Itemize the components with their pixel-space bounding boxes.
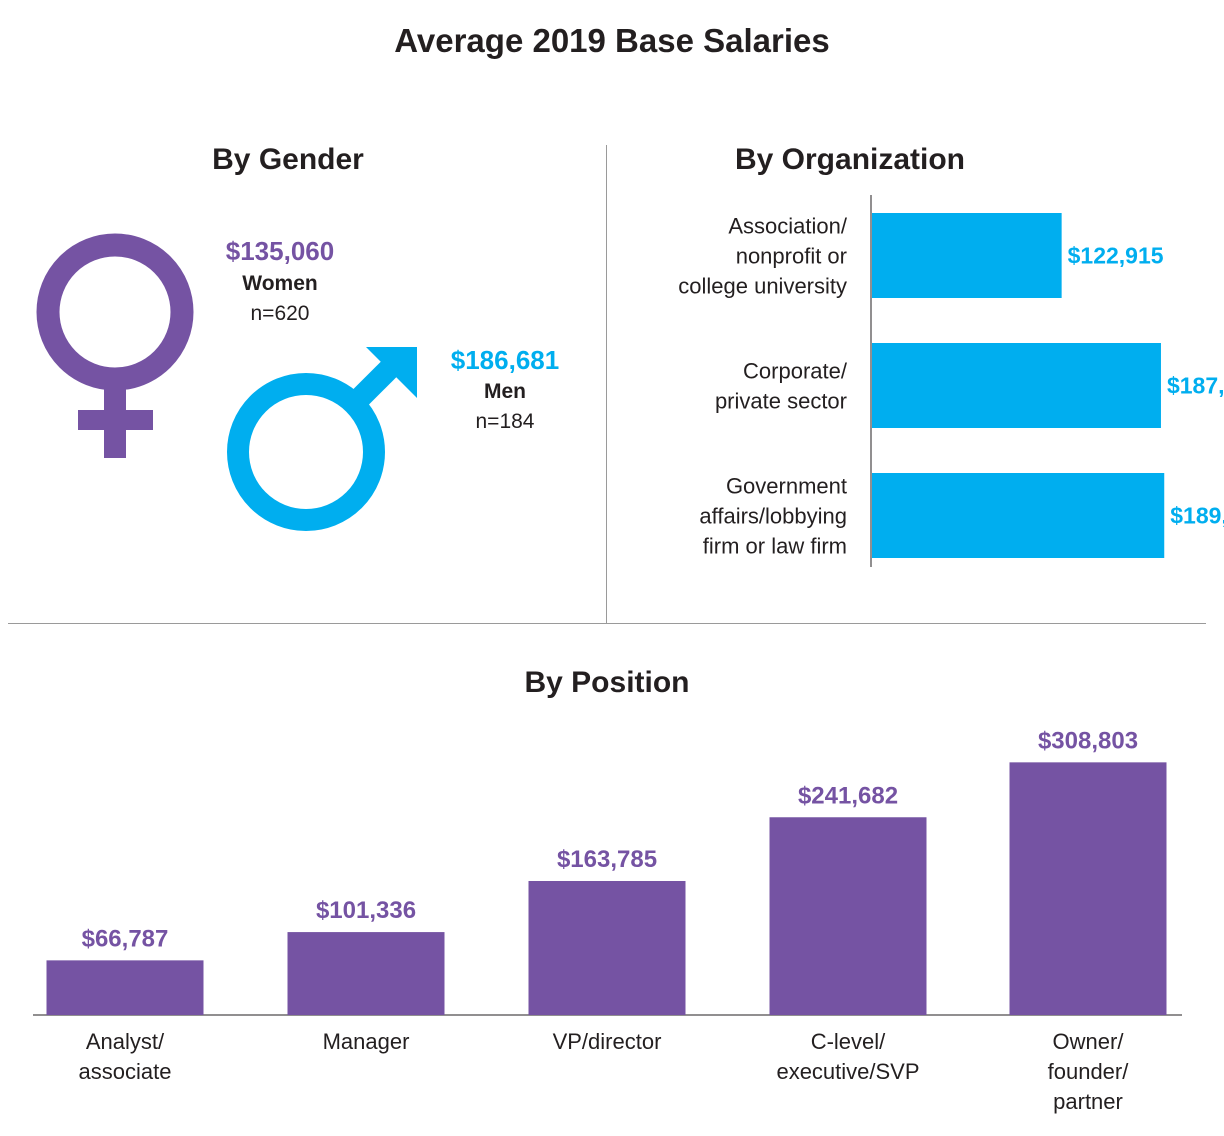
- position-value-label-2: $163,785: [557, 846, 657, 873]
- position-value-label-1: $101,336: [316, 897, 416, 924]
- infographic-title: Average 2019 Base Salaries: [394, 22, 830, 59]
- position-value-label-4: $308,803: [1038, 727, 1138, 754]
- organization-section-title: By Organization: [734, 143, 966, 176]
- gender-section-title: By Gender: [212, 143, 364, 176]
- position-bar-0: [46, 960, 204, 1015]
- female-symbol-icon: [36, 233, 194, 458]
- org-value-label-0: $122,915: [1068, 243, 1164, 269]
- org-category-label-0: Association/nonprofit or college universi…: [678, 214, 848, 299]
- male-symbol-icon: [227, 347, 417, 531]
- org-value-label-2: $189,419: [1170, 503, 1224, 529]
- position-category-label-3: C-level/executive/SVP: [776, 1029, 919, 1084]
- men-sample-size: n=184: [475, 410, 535, 433]
- org-bar-1: [872, 343, 1161, 428]
- position-category-label-0: Analyst/associate: [79, 1029, 172, 1084]
- position-bar-4: [1009, 762, 1167, 1015]
- vertical-divider: [606, 145, 607, 623]
- position-value-label-3: $241,682: [798, 782, 898, 809]
- horizontal-divider: [8, 623, 1206, 624]
- women-sample-size: n=620: [250, 302, 310, 325]
- men-label: Men: [484, 380, 526, 403]
- org-value-label-1: $187,291: [1167, 373, 1224, 399]
- org-bar-0: [872, 213, 1062, 298]
- position-bar-1: [287, 932, 445, 1015]
- men-salary-value: $186,681: [450, 345, 560, 375]
- position-category-label-4: Owner/founder/partner: [1048, 1029, 1130, 1114]
- women-salary-value: $135,060: [225, 236, 335, 266]
- position-section-title: By Position: [524, 666, 690, 699]
- org-category-label-2: Government affairs/lobbying firm or law fi…: [699, 474, 847, 559]
- position-value-label-0: $66,787: [82, 925, 169, 952]
- position-category-label-1: Manager: [323, 1029, 410, 1054]
- women-label: Women: [242, 272, 318, 295]
- position-bar-chart: $66,787 Analyst/associate $101,336 Manager $…: [33, 727, 1182, 1114]
- org-category-label-1: Corporate/private sector: [715, 359, 848, 414]
- position-bar-3: [769, 817, 927, 1015]
- org-bar-2: [872, 473, 1165, 558]
- position-category-label-2: VP/director: [553, 1029, 662, 1054]
- position-bar-2: [528, 880, 686, 1015]
- organization-bar-chart: $122,915 Association/nonprofit or college …: [678, 195, 1224, 567]
